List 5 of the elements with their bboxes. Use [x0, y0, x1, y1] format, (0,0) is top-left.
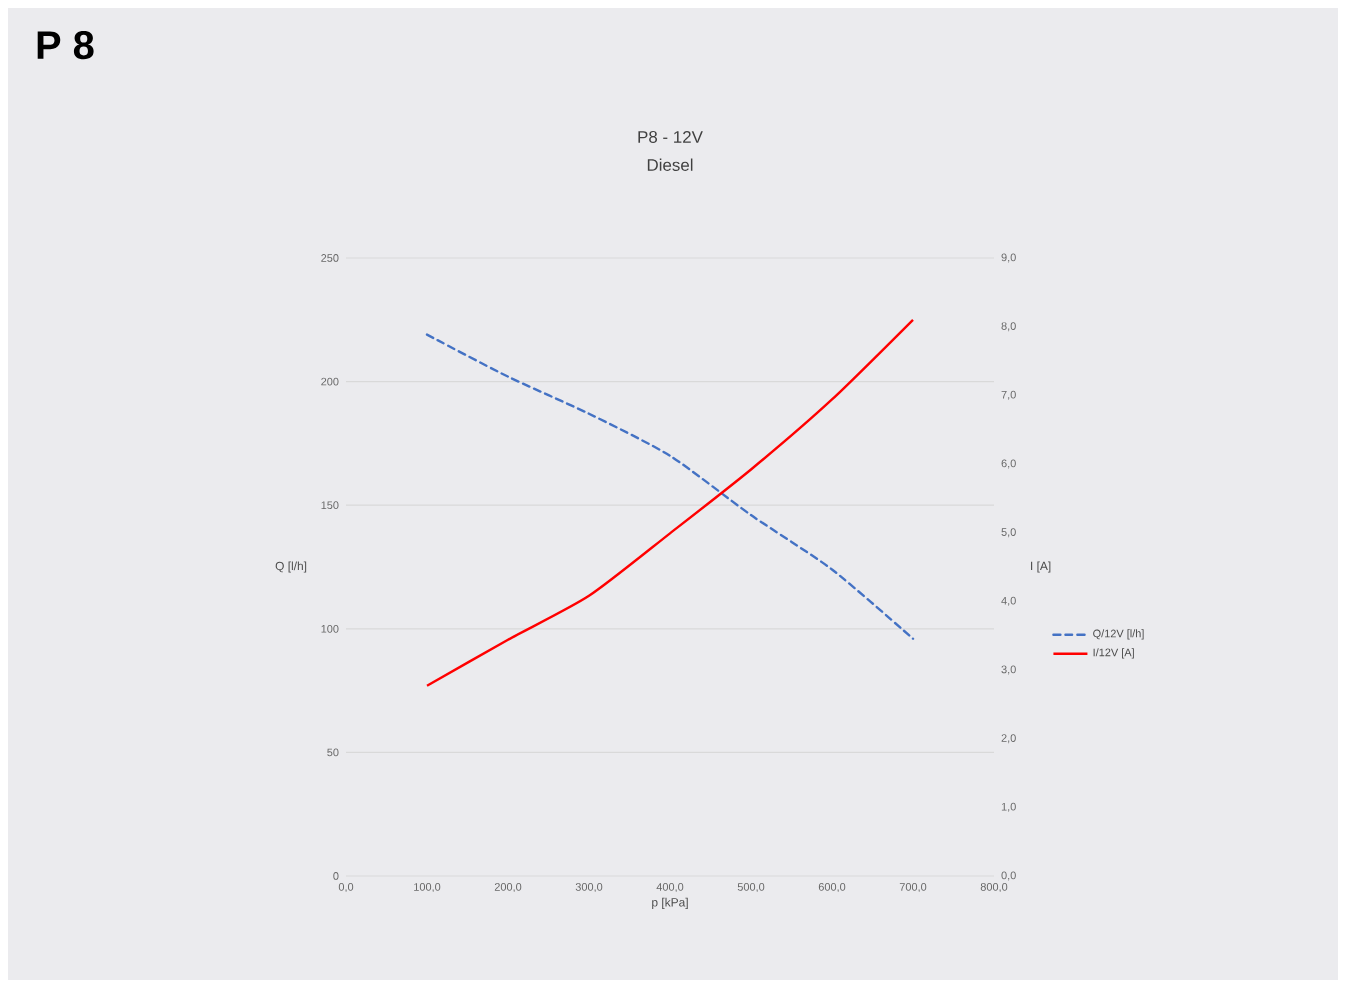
line-series [425, 318, 915, 687]
text: P 8 [37, 31, 94, 60]
chart-title: P8 - 12V [638, 130, 703, 143]
line-series [425, 333, 915, 640]
chart-subtitle: Diesel [647, 158, 693, 171]
